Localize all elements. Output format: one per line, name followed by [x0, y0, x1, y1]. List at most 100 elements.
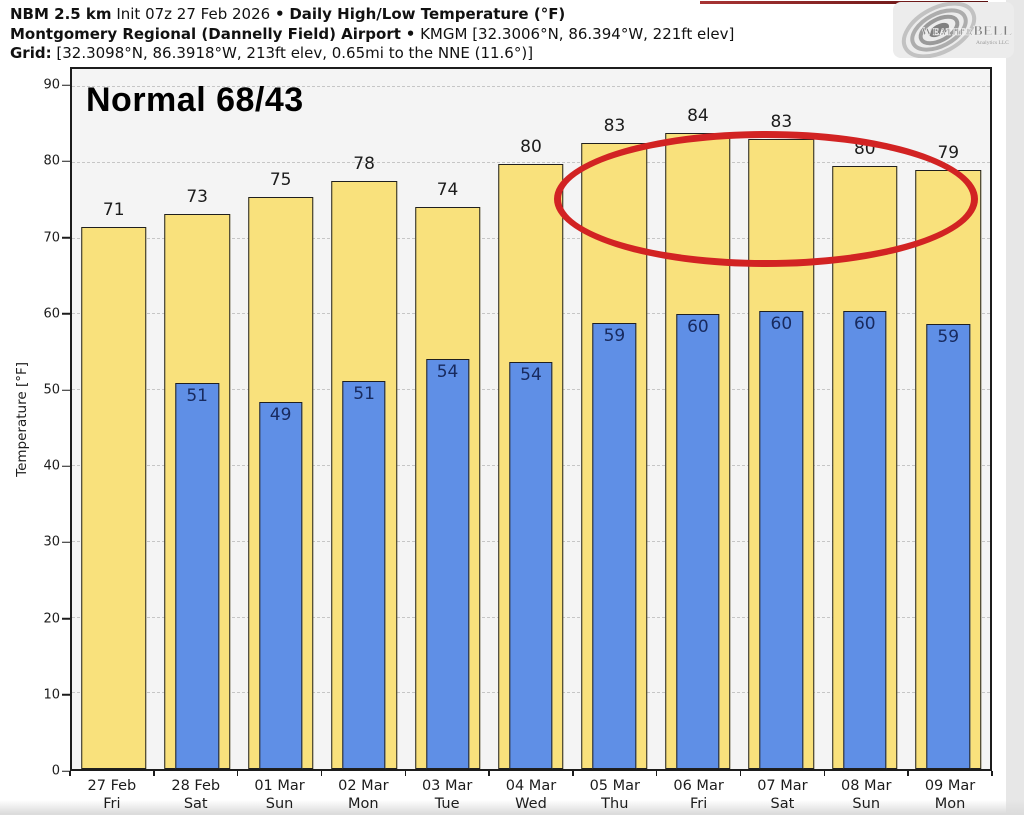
y-tick-mark-20 — [62, 617, 70, 620]
x-label-date: 03 Mar — [421, 778, 473, 794]
low-value-label: 51 — [353, 384, 375, 405]
x-tick-mark-3 — [320, 771, 323, 776]
x-tick-mark-4 — [404, 771, 407, 776]
x-label-day: Mon — [348, 796, 379, 812]
low-value-label: 54 — [436, 362, 459, 383]
y-tick-label-40: 40 — [43, 458, 60, 474]
bar-slot-02-mar: 78 51 — [322, 69, 405, 769]
x-label-day: Fri — [689, 796, 708, 812]
bar-slot-04-mar: 80 54 — [489, 69, 572, 769]
bar-slot-05-mar: 83 59 — [573, 69, 656, 769]
y-tick-mark-80 — [62, 160, 70, 163]
x-axis-tick-marks — [69, 771, 993, 777]
bar-slot-01-mar: 75 49 — [239, 69, 322, 769]
high-value-label: 84 — [687, 105, 709, 126]
logo-text-analytics: Analytics LLC — [976, 40, 1009, 46]
low-bar: 54 — [509, 362, 553, 769]
low-value-label: 60 — [687, 316, 709, 337]
bottom-edge-band — [0, 800, 1024, 815]
x-label-day: Sat — [770, 796, 795, 812]
x-label-date: 27 Feb — [87, 778, 137, 794]
x-label-date: 09 Mar — [924, 778, 976, 794]
separator-dot: • — [274, 5, 285, 23]
bar-slot-09-mar: 79 59 — [907, 69, 990, 769]
x-tick-label-03-mar: 03 Mar Tue — [405, 777, 489, 813]
header-line-2: Montgomery Regional (Dannelly Field) Air… — [10, 25, 734, 45]
low-value-label: 49 — [269, 404, 292, 425]
y-tick-mark-60 — [62, 313, 70, 315]
x-tick-mark-6 — [572, 771, 574, 776]
x-tick-mark-2 — [236, 771, 239, 776]
plot-area: 71 73 51 75 49 78 51 74 54 80 54 83 59 84 60 83 60 80 60 79… — [70, 67, 992, 771]
x-label-date: 04 Mar — [505, 778, 557, 794]
weatherbell-logo: WEATHERBELL Analytics LLC — [893, 2, 1014, 58]
init-time: Init 07z 27 Feb 2026 — [116, 5, 271, 23]
x-label-date: 05 Mar — [589, 778, 640, 794]
y-tick-label-10: 10 — [43, 687, 60, 703]
model-name: NBM 2.5 km — [10, 5, 112, 23]
logo-text-weather: WEATHERBELL — [921, 24, 1013, 39]
low-bar: 54 — [425, 359, 470, 769]
x-tick-mark-9 — [823, 771, 826, 776]
separator-dot: • — [405, 24, 416, 43]
x-axis-tick-labels: 27 Feb Fri 28 Feb Sat 01 Mar Sun 02 Mar Mon 03 M… — [70, 777, 992, 813]
y-tick-label-0: 0 — [51, 763, 60, 779]
x-label-day: Thu — [601, 796, 629, 812]
low-bar: 60 — [676, 313, 720, 769]
right-edge-strip — [1006, 0, 1024, 815]
x-tick-label-05-mar: 05 Mar Thu — [573, 777, 657, 813]
high-value-label: 73 — [186, 187, 208, 208]
high-bar — [80, 227, 147, 769]
gridline-90 — [72, 86, 990, 88]
high-value-label: 80 — [520, 137, 542, 158]
x-label-day: Mon — [934, 796, 966, 812]
bar-slot-03-mar: 74 54 — [406, 69, 489, 769]
high-value-label: 75 — [269, 170, 292, 191]
y-tick-label-50: 50 — [43, 382, 60, 398]
y-tick-label-80: 80 — [43, 153, 60, 169]
x-label-date: 01 Mar — [254, 778, 305, 794]
x-label-date: 28 Feb — [171, 778, 221, 794]
low-value-label: 59 — [937, 326, 960, 347]
x-tick-label-06-mar: 06 Mar Fri — [657, 777, 741, 813]
low-bar: 51 — [175, 383, 219, 769]
y-tick-mark-30 — [62, 541, 70, 544]
hurricane-swirl-icon — [901, 2, 977, 58]
station-name: Montgomery Regional (Dannelly Field) Air… — [10, 24, 401, 43]
y-tick-label-90: 90 — [43, 77, 60, 93]
product-name: Daily High/Low Temperature (°F) — [289, 5, 566, 23]
y-tick-mark-40 — [62, 465, 70, 467]
high-value-label: 79 — [937, 142, 960, 163]
bar-slot-27-feb: 71 — [72, 69, 155, 769]
x-tick-label-27-feb: 27 Feb Fri — [70, 777, 154, 813]
grid-label: Grid: — [10, 44, 52, 62]
low-bar: 60 — [843, 310, 887, 769]
x-tick-mark-11 — [991, 771, 993, 776]
x-tick-label-04-mar: 04 Mar Wed — [489, 777, 573, 813]
y-tick-label-60: 60 — [43, 306, 60, 322]
normal-annotation: Normal 68/43 — [86, 81, 304, 119]
y-tick-label-70: 70 — [43, 230, 60, 246]
bar-slot-28-feb: 73 51 — [155, 69, 238, 769]
x-tick-label-08-mar: 08 Mar Sun — [824, 777, 908, 813]
y-tick-mark-10 — [62, 694, 70, 696]
high-value-label: 83 — [603, 116, 626, 137]
high-value-label: 74 — [436, 179, 459, 200]
y-axis-tick-marks — [62, 67, 70, 772]
x-label-date: 07 Mar — [757, 778, 808, 794]
high-value-label: 71 — [102, 200, 125, 221]
x-tick-mark-7 — [655, 771, 658, 776]
y-tick-mark-0 — [62, 770, 70, 772]
bar-slot-08-mar: 80 60 — [823, 69, 906, 769]
x-tick-mark-8 — [739, 771, 742, 776]
low-bar: 59 — [926, 323, 970, 769]
low-value-label: 51 — [186, 386, 208, 407]
x-tick-label-01-mar: 01 Mar Sun — [238, 777, 322, 813]
low-value-label: 60 — [770, 314, 793, 335]
header-line-1: NBM 2.5 km Init 07z 27 Feb 2026 • Daily … — [10, 5, 734, 25]
y-tick-mark-50 — [62, 389, 70, 391]
x-label-day: Sun — [265, 796, 294, 812]
x-label-day: Sat — [183, 796, 208, 812]
x-tick-label-02-mar: 02 Mar Mon — [321, 777, 405, 813]
